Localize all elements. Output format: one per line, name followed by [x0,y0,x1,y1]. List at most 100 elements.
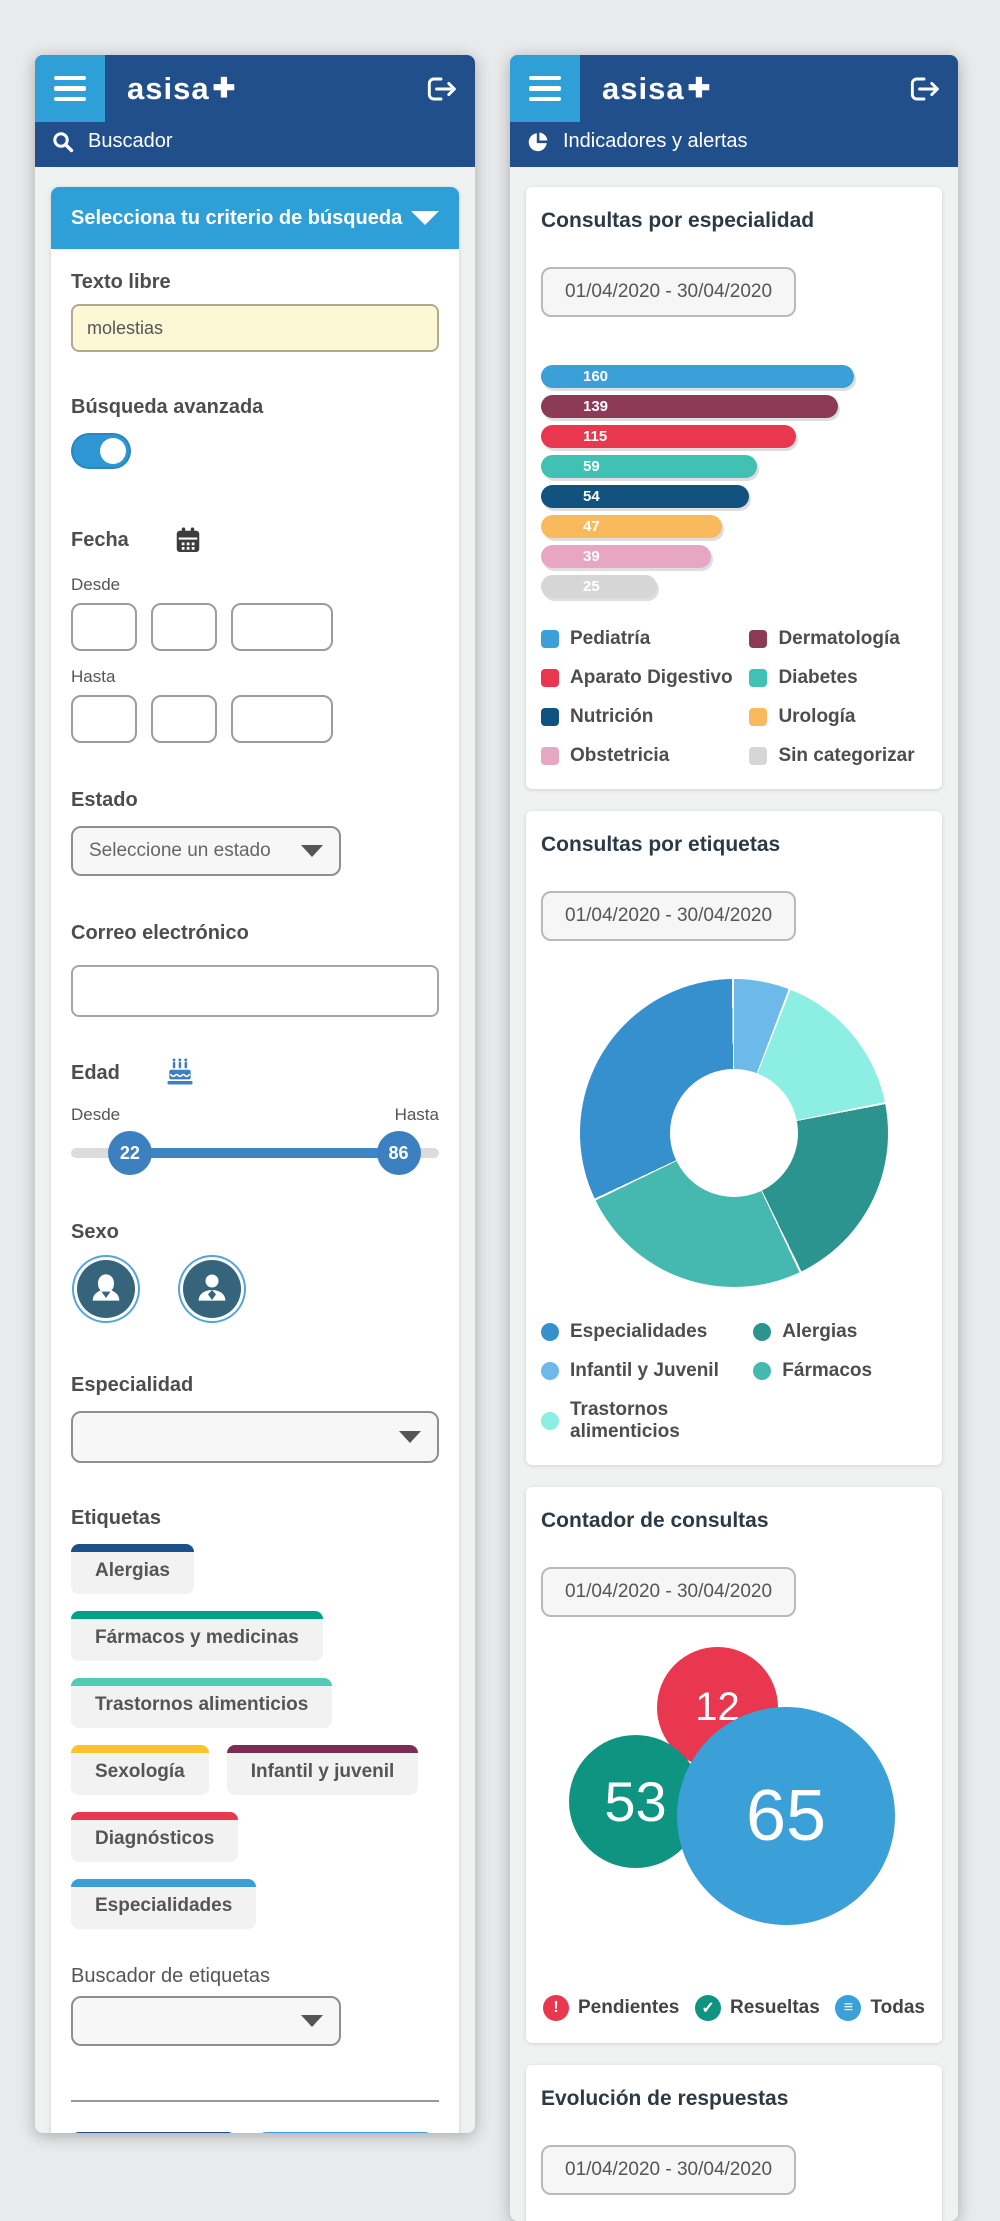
date-range-picker[interactable]: 01/04/2020 - 30/04/2020 [541,2145,797,2195]
legend-item-trastornos-alimenticios: Trastornos alimenticios [541,1399,753,1443]
tag-color-bar [71,1812,239,1820]
tag-infantil-y-juvenil[interactable]: Infantil y juvenil [226,1745,419,1795]
estado-label: Estado [71,789,138,811]
buscador-etiquetas-label: Buscador de etiquetas [71,1965,271,1987]
legend-item-especialidades: Especialidades [541,1321,753,1343]
fecha-hasta-year-input[interactable] [231,695,333,743]
tag-alergias[interactable]: Alergias [71,1544,194,1594]
legend-item-nutricion: Nutrición [541,706,749,728]
tag-diagnosticos[interactable]: Diagnósticos [71,1812,239,1862]
edad-min-handle[interactable]: 22 [107,1131,152,1175]
card-consultas-especialidad: Consultas por especialidad 01/04/2020 - … [526,187,942,789]
card-contador-consultas: Contador de consultas 01/04/2020 - 30/04… [526,1487,942,2043]
sexo-female-button[interactable] [77,1260,135,1318]
contador-bubble-chart: 12 53 65 [541,1631,927,1989]
fecha-desde-year-input[interactable] [231,603,333,651]
legend-swatch [749,708,768,726]
asisa-logo: asisa ✚ [602,71,711,107]
tag-color-bar [71,1544,194,1552]
legend-swatch [541,630,559,648]
busqueda-avanzada-toggle[interactable] [71,433,131,469]
correo-input[interactable] [71,965,439,1017]
legend-item-pediatria: Pediatría [541,628,749,650]
limpiar-button[interactable]: Limpiar [71,2132,237,2133]
screen-title: Indicadores y alertas [563,130,748,152]
buscador-etiquetas-select[interactable] [71,1996,341,2046]
calendar-icon [176,527,200,552]
sexo-male-button[interactable] [183,1260,241,1318]
tag-farmacos-y-medicinas[interactable]: Fármacos y medicinas [71,1611,323,1661]
bubble-resueltas: 53 [569,1735,702,1868]
asisa-plus-icon: ✚ [212,73,237,103]
legend-dot [541,1362,559,1380]
legend-item-dermatologia: Dermatología [749,628,927,650]
estado-select[interactable]: Seleccione un estado [71,826,341,876]
bar-sin-categorizar: 25 [541,575,657,598]
edad-max-handle[interactable]: 86 [376,1131,421,1175]
buscador-screen: asisa ✚ Buscador Selecciona tu criterio … [35,55,475,2133]
etiquetas-donut-chart [580,979,888,1287]
date-range-picker[interactable]: 01/04/2020 - 30/04/2020 [541,891,797,941]
list-icon: ≡ [835,1995,862,2021]
especialidad-label: Especialidad [71,1374,194,1396]
chevron-down-icon [399,1431,421,1443]
app-bar: asisa ✚ [35,55,475,122]
bar-pediatria: 160 [541,365,854,388]
evolucion-line-chart [541,2217,927,2221]
date-range-picker[interactable]: 01/04/2020 - 30/04/2020 [541,1567,797,1617]
date-range-picker[interactable]: 01/04/2020 - 30/04/2020 [541,267,797,317]
screen-title-bar: Buscador [35,122,475,167]
tag-sexologia[interactable]: Sexología [71,1745,209,1795]
donut-hole [670,1069,798,1197]
legend-dot [541,1412,559,1430]
fecha-desde-day-input[interactable] [71,603,137,651]
chevron-down-icon [301,845,323,857]
legend-swatch [541,747,559,765]
legend-item-aparato-digestivo: Aparato Digestivo [541,667,749,689]
correo-label: Correo electrónico [71,922,249,944]
search-form-card: Selecciona tu criterio de búsqueda Texto… [51,187,459,2133]
edad-label: Edad [71,1057,439,1089]
menu-button[interactable] [35,55,105,122]
tag-trastornos-alimenticios[interactable]: Trastornos alimenticios [71,1678,333,1728]
texto-libre-label: Texto libre [71,271,171,293]
male-avatar-icon [198,1274,226,1301]
fecha-hasta-month-input[interactable] [151,695,217,743]
logout-icon [910,77,939,100]
card-title: Consultas por especialidad [541,209,815,232]
logout-button[interactable] [906,74,942,104]
menu-button[interactable] [510,55,580,122]
screen-title-bar: Indicadores y alertas [510,122,958,167]
legend-swatch [541,669,559,687]
legend-dot [753,1323,772,1341]
card-title: Consultas por etiquetas [541,833,781,856]
logout-button[interactable] [423,74,459,104]
tag-color-bar [71,1879,257,1887]
bar-diabetes: 59 [541,455,758,478]
contador-legend: ! Pendientes ✓ Resueltas ≡ Todas [541,1995,927,2021]
fecha-desde-month-input[interactable] [151,603,217,651]
legend-item-resueltas: ✓ Resueltas [695,1995,820,2021]
chevron-down-icon [411,211,439,225]
fecha-desde-label: Desde [71,575,121,594]
search-criteria-accordion[interactable]: Selecciona tu criterio de búsqueda [51,187,459,249]
especialidad-select[interactable] [71,1411,439,1463]
legend-swatch [749,747,768,765]
card-title: Evolución de respuestas [541,2087,789,2110]
app-bar: asisa ✚ [510,55,958,122]
card-consultas-etiquetas: Consultas por etiquetas 01/04/2020 - 30/… [526,811,942,1465]
legend-item-urologia: Urología [749,706,927,728]
screen-title: Buscador [88,130,173,152]
legend-item-sin-categorizar: Sin categorizar [749,745,927,767]
buscar-button[interactable]: Buscar [258,2132,434,2133]
accordion-title: Selecciona tu criterio de búsqueda [71,206,403,229]
fecha-hasta-label: Hasta [71,667,116,686]
especialidad-legend: Pediatría Dermatología Aparato Digestivo Di… [541,628,927,767]
fecha-hasta-day-input[interactable] [71,695,137,743]
tag-color-bar [71,1611,323,1619]
bar-dermatologia: 139 [541,395,839,418]
texto-libre-input[interactable] [71,304,439,352]
tag-especialidades[interactable]: Especialidades [71,1879,257,1929]
card-evolucion-respuestas: Evolución de respuestas 01/04/2020 - 30/… [526,2065,942,2221]
edad-range-slider: 22 86 [71,1129,439,1177]
